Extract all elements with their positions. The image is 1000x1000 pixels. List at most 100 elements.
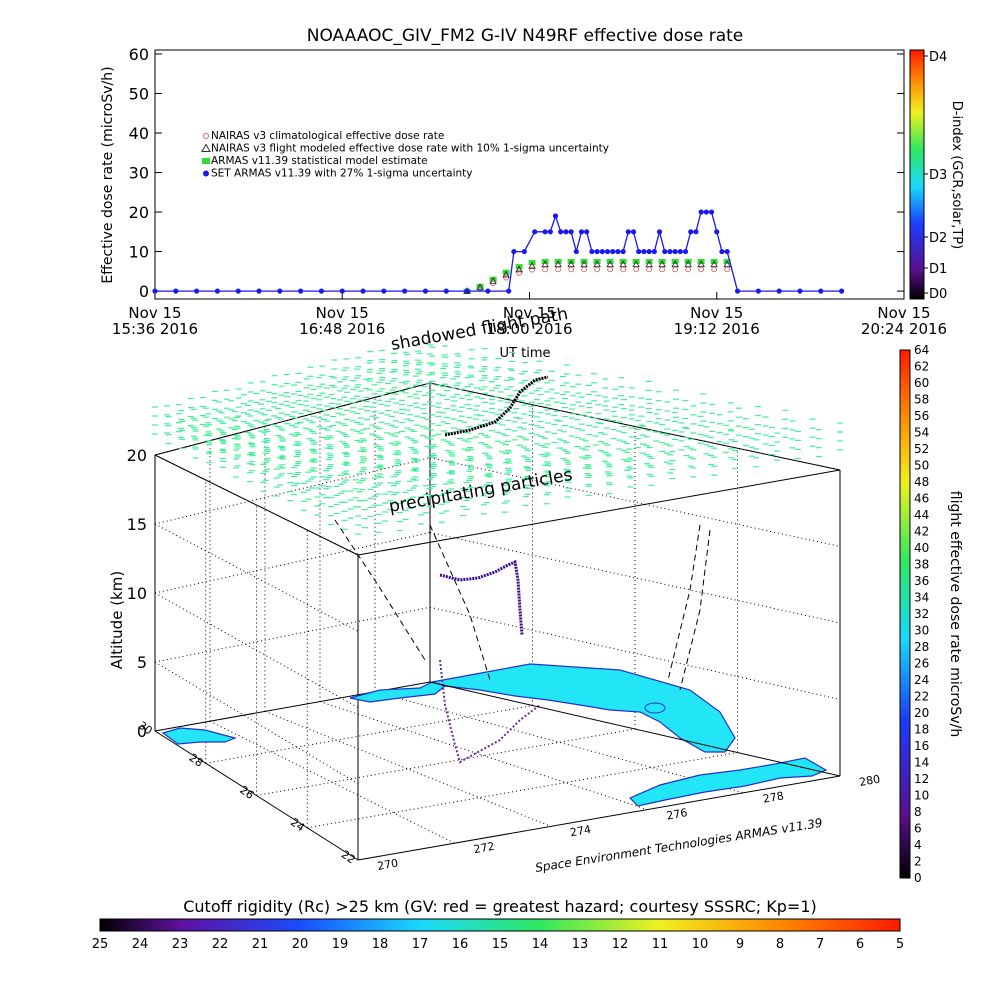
set-armas-point bbox=[256, 288, 262, 294]
nairas-climatological-point bbox=[542, 266, 549, 273]
top-legend: NAIRAS v3 climatological effective dose … bbox=[201, 130, 609, 180]
set-armas-point bbox=[703, 209, 709, 215]
set-armas-point bbox=[552, 213, 559, 219]
set-armas-point bbox=[194, 288, 200, 294]
nairas-climatological-point bbox=[581, 266, 588, 273]
dose-colorbar-tick-label: 0 bbox=[914, 871, 922, 885]
shadowed-flight-path bbox=[439, 659, 541, 764]
3d-box-front-edges bbox=[154, 681, 841, 861]
top-chart-title: NOAAAOC_GIV_FM2 G-IV N49RF effective dos… bbox=[307, 26, 744, 46]
box-edge bbox=[357, 469, 841, 556]
cutoff-rigidity-tick-label: 21 bbox=[252, 937, 269, 952]
longitude-tick-label: 278 bbox=[762, 789, 785, 805]
grid-line-altitude-back bbox=[154, 532, 431, 594]
dose-colorbar-tick-label: 22 bbox=[914, 690, 929, 704]
set-armas-point bbox=[298, 288, 304, 294]
grid-line-altitude-right bbox=[429, 532, 841, 624]
set-armas-point bbox=[235, 288, 241, 294]
legend-entry-label: ARMAS v11.39 statistical model estimate bbox=[211, 155, 428, 167]
nairas-climatological-point bbox=[568, 266, 575, 273]
dose-colorbar-tick-label: 48 bbox=[914, 475, 929, 489]
box-edge bbox=[154, 454, 359, 556]
set-armas-point bbox=[214, 288, 221, 294]
dose-colorbar-tick-label: 14 bbox=[914, 756, 929, 770]
cutoff-rigidity-tick-label: 10 bbox=[692, 937, 709, 952]
dose-colorbar-tick-label: 34 bbox=[914, 591, 929, 605]
set-armas-point bbox=[667, 248, 673, 255]
set-armas-point bbox=[506, 288, 512, 294]
nairas-flight-point bbox=[697, 260, 705, 268]
dindex-label: D3 bbox=[929, 168, 947, 183]
top-x-axis-label: UT time bbox=[500, 346, 551, 361]
projection-dashed-line bbox=[334, 519, 426, 661]
projection-dashed-line bbox=[429, 524, 491, 681]
set-armas-point bbox=[646, 248, 652, 255]
longitude-tick-label: 274 bbox=[569, 823, 592, 839]
dose-rate-ticks-layer bbox=[152, 344, 843, 535]
dose-colorbar-tick-label: 36 bbox=[914, 574, 929, 588]
set-armas-point bbox=[682, 248, 689, 255]
dindex-colorbar bbox=[909, 49, 925, 300]
set-armas-point bbox=[698, 209, 704, 215]
dose-colorbar-tick-label: 12 bbox=[914, 772, 929, 786]
legend-marker-set-armas bbox=[203, 170, 209, 177]
longitude-tick-label: 280 bbox=[858, 773, 881, 789]
set-armas-point bbox=[651, 248, 657, 255]
set-armas-point bbox=[511, 248, 517, 255]
dindex-label: D1 bbox=[929, 262, 947, 277]
top-y-axis-label: Effective dose rate (microSv/h) bbox=[100, 66, 116, 283]
cutoff-rigidity-tick-label: 5 bbox=[896, 937, 904, 952]
top-y-axis: 0 10 20 30 40 50 60 bbox=[129, 45, 904, 301]
nairas-climatological-point bbox=[594, 266, 601, 273]
flight-path-layer bbox=[334, 375, 711, 764]
set-armas-point bbox=[547, 229, 553, 235]
dose-colorbar-tick-label: 38 bbox=[914, 558, 929, 572]
set-armas-point bbox=[584, 229, 590, 235]
dose-colorbar-tick-label: 10 bbox=[914, 789, 929, 803]
dose-colorbar-tick-label: 30 bbox=[914, 624, 929, 638]
armas-model-point bbox=[489, 276, 497, 282]
latitude-tick-label: 22 bbox=[339, 848, 358, 867]
set-armas-point bbox=[532, 229, 538, 235]
longitude-tick-label: 272 bbox=[473, 840, 496, 856]
altitude-tick-label: 20 bbox=[127, 446, 147, 465]
map-land-layer bbox=[161, 663, 828, 807]
set-armas-point bbox=[589, 248, 595, 255]
set-armas-point bbox=[568, 229, 574, 235]
x-tick-label-date: Nov 15 bbox=[877, 304, 930, 322]
set-armas-point bbox=[688, 229, 694, 235]
dose-colorbar-tick-label: 58 bbox=[914, 393, 929, 407]
cutoff-rigidity-labels: 25 24 23 22 21 20 19 18 17 16 15 14 13 12 11 10 9 8 7 6 5 bbox=[92, 937, 904, 952]
nairas-flight-point bbox=[554, 260, 562, 268]
x-tick-label-time: 15:36 2016 bbox=[112, 320, 198, 338]
set-armas-point bbox=[677, 248, 683, 255]
set-armas-point bbox=[797, 288, 803, 294]
cutoff-rigidity-tick-label: 18 bbox=[372, 937, 389, 952]
set-armas-point bbox=[443, 288, 449, 294]
dose-colorbar-tick-label: 64 bbox=[914, 343, 929, 357]
set-armas-point bbox=[662, 248, 668, 255]
set-armas-point bbox=[277, 288, 283, 294]
set-armas-point bbox=[173, 288, 179, 294]
nairas-flight-point bbox=[476, 283, 484, 291]
dindex-label: D0 bbox=[929, 287, 947, 302]
dindex-label: D4 bbox=[929, 50, 947, 65]
set-armas-point bbox=[578, 229, 585, 235]
cutoff-rigidity-tick-label: 24 bbox=[132, 937, 149, 952]
set-armas-point bbox=[734, 288, 741, 294]
set-armas-point bbox=[818, 288, 824, 294]
cutoff-rigidity-tick-label: 12 bbox=[612, 937, 629, 952]
set-armas-point bbox=[521, 248, 527, 255]
cutoff-rigidity-title: Cutoff rigidity (Rc) >25 km (GV: red = g… bbox=[183, 897, 817, 916]
legend-entry-label: SET ARMAS v11.39 with 27% 1-sigma uncert… bbox=[211, 168, 473, 180]
dindex-labels: D0 D1 D2 D3 D4 bbox=[924, 50, 947, 302]
latitude-tick-label: 24 bbox=[288, 816, 307, 835]
dose-colorbar-tick-label: 18 bbox=[914, 723, 929, 737]
dose-colorbar-label: flight effective dose rate microSv/h bbox=[947, 491, 963, 737]
set-armas-line bbox=[155, 211, 842, 292]
projection-dashed-line bbox=[667, 524, 701, 681]
x-tick-label-time: 20:24 2016 bbox=[861, 320, 947, 338]
armas-model-point bbox=[476, 283, 484, 289]
longitude-tick-label: 276 bbox=[665, 806, 688, 822]
